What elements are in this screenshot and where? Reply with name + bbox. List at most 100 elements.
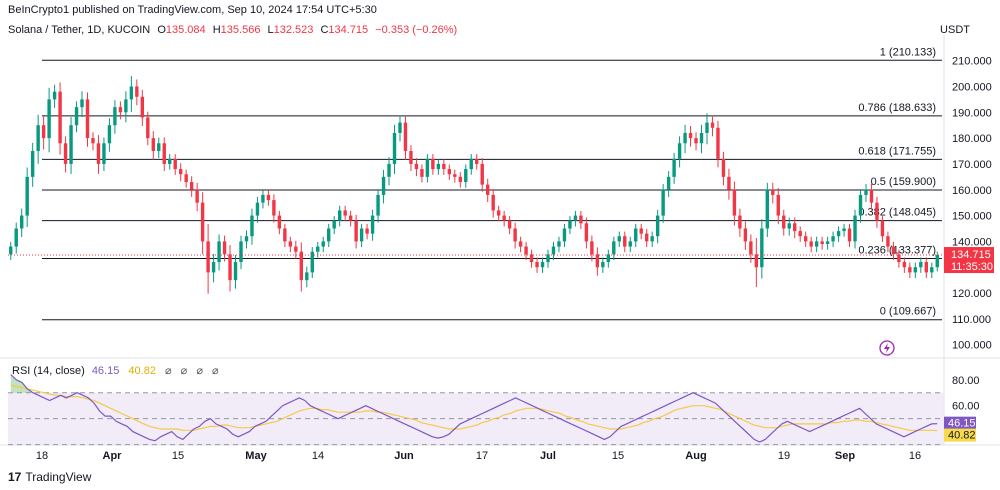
time-tick-label: 15 <box>172 450 184 462</box>
candle-body <box>332 220 336 229</box>
time-tick-label: 18 <box>36 450 48 462</box>
candle-body <box>847 228 852 242</box>
lightning-icon-glyph <box>884 343 890 353</box>
tradingview-logo[interactable]: 17 TradingView <box>8 470 91 484</box>
candle-body <box>842 228 846 232</box>
time-tick-label: 17 <box>476 450 488 462</box>
candle-body <box>69 125 73 164</box>
candle-body <box>266 194 271 201</box>
candle-body <box>25 176 29 216</box>
candle-body <box>113 107 117 126</box>
candle-body <box>557 241 561 247</box>
price-tick-label: 200.000 <box>952 81 992 93</box>
candle-body <box>469 158 473 170</box>
price-tick-label: 210.000 <box>952 56 992 68</box>
candle-body <box>782 215 786 229</box>
candle-body <box>858 194 863 216</box>
rsi-title: RSI (14, close) <box>12 365 85 377</box>
candle-body <box>793 223 797 232</box>
rsi-legend: RSI (14, close) 46.15 40.82 ⌀ ⌀ ⌀ ⌀ <box>12 364 222 377</box>
fib-level-label: 0.382 (148.045) <box>858 207 936 219</box>
price-tick-label: 190.000 <box>952 107 992 119</box>
candle-body <box>217 241 221 263</box>
candle-body <box>551 246 556 255</box>
candle-body <box>283 228 287 242</box>
candle-body <box>639 228 643 234</box>
publish-info: BeInCrypto1 published on TradingView.com… <box>8 4 377 16</box>
candle-body <box>348 215 353 221</box>
rsi-ma-label: 40.82 <box>948 430 976 442</box>
candle-body <box>809 241 813 247</box>
candle-body <box>140 96 145 118</box>
candle-body <box>327 228 331 242</box>
fib-level-label: 0.786 (188.633) <box>858 102 936 114</box>
price-tick-label: 170.000 <box>952 159 992 171</box>
candle-body <box>869 189 874 203</box>
candle-body <box>124 99 128 113</box>
fib-level-label: 0 (109.667) <box>880 306 936 318</box>
candle-body <box>628 241 632 247</box>
candle-body <box>902 262 907 268</box>
candle-body <box>151 138 155 152</box>
rsi-ma-line <box>10 384 938 432</box>
fib-level-label: 1 (210.133) <box>880 46 936 58</box>
candle-body <box>299 251 304 281</box>
candle-body <box>891 246 896 255</box>
candle-body <box>233 262 238 281</box>
candle-body <box>250 215 254 237</box>
time-tick-label: Jul <box>540 450 556 462</box>
candle-body <box>546 254 550 263</box>
candle-body <box>573 215 578 221</box>
tradingview-logo-icon: 17 <box>8 470 22 484</box>
tradingview-logo-text: TradingView <box>25 470 92 484</box>
candle-body <box>168 158 172 164</box>
candle-body <box>579 215 583 224</box>
low-label: L <box>267 24 274 36</box>
candle-body <box>129 86 134 100</box>
lightning-icon <box>879 340 895 356</box>
rsi-settings-icons[interactable]: ⌀ ⌀ ⌀ ⌀ <box>165 365 222 377</box>
price-tick-label: 100.000 <box>952 340 992 352</box>
candle-body <box>239 241 243 263</box>
candle-body <box>930 267 934 273</box>
candle-body <box>288 241 293 247</box>
open-value: 135.084 <box>165 24 206 36</box>
candle-body <box>85 99 90 139</box>
candle-body <box>305 272 309 281</box>
candle-body <box>623 236 627 247</box>
candle-body <box>409 151 413 164</box>
candle-body <box>776 194 780 216</box>
time-tick-label: Jun <box>394 450 414 462</box>
candle-body <box>222 241 227 255</box>
price-tick-label: 110.000 <box>952 314 991 326</box>
candle-body <box>765 189 770 229</box>
candle-body <box>74 107 79 126</box>
candle-body <box>189 182 194 190</box>
candle-body <box>540 262 545 268</box>
candle-body <box>710 122 715 128</box>
candle-body <box>102 143 106 164</box>
candle-body <box>178 169 183 175</box>
candle-body <box>173 158 177 170</box>
candle-body <box>425 158 430 177</box>
candle-body <box>590 241 594 255</box>
candle-body <box>875 202 879 221</box>
candle-body <box>562 228 567 242</box>
candle-body <box>919 262 923 268</box>
candle-body <box>507 220 512 229</box>
candle-body <box>825 241 830 244</box>
candle-body <box>200 202 205 242</box>
low-value: 132.523 <box>273 24 314 36</box>
candle-body <box>820 241 824 244</box>
candle-body <box>337 210 342 221</box>
candle-body <box>135 86 139 97</box>
candle-body <box>118 107 123 113</box>
candle-body <box>814 241 819 247</box>
open-label: O <box>157 24 166 36</box>
candle-body <box>732 189 737 216</box>
current-price-label: 134.715 <box>951 249 991 261</box>
candle-body <box>601 262 605 268</box>
candle-body <box>464 169 468 183</box>
time-tick-label: Aug <box>685 450 706 462</box>
